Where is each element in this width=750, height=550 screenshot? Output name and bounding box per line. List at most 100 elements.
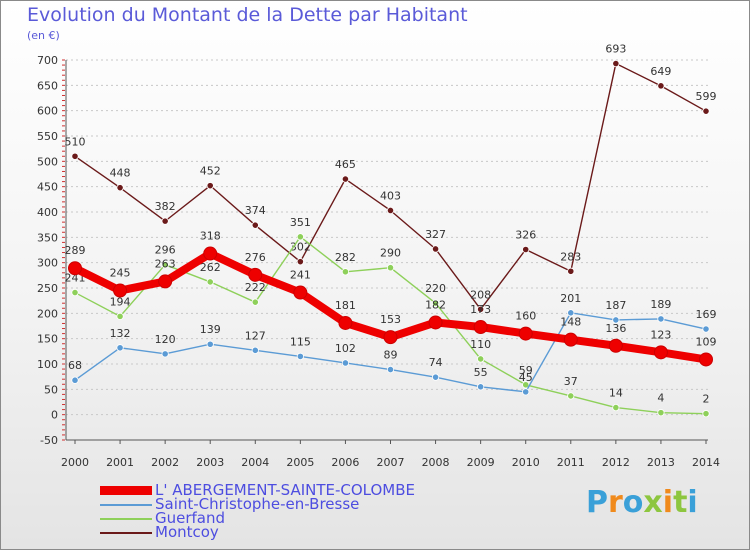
data-point: [567, 392, 575, 400]
data-label: 290: [380, 247, 401, 260]
x-tick-label: 2009: [467, 456, 495, 469]
data-point: [203, 246, 218, 261]
data-label: 59: [519, 364, 533, 377]
data-point: [341, 268, 350, 276]
data-point: [699, 352, 713, 367]
data-point: [702, 325, 710, 333]
data-point: [612, 59, 620, 68]
data-label: 465: [335, 158, 356, 171]
data-label: 37: [564, 375, 578, 388]
data-point: [522, 388, 530, 396]
x-tick-label: 2013: [647, 456, 675, 469]
y-tick-label: 350: [37, 231, 58, 244]
data-point: [71, 376, 79, 384]
data-point: [702, 107, 710, 115]
data-point: [522, 245, 530, 254]
data-label: 109: [696, 335, 717, 348]
data-label: 189: [650, 298, 671, 311]
data-label: 208: [470, 288, 491, 301]
data-label: 448: [110, 167, 131, 180]
data-point: [338, 315, 353, 330]
data-label: 296: [155, 244, 176, 257]
data-label: 262: [200, 261, 221, 274]
legend-swatch: [100, 532, 152, 534]
data-point: [431, 299, 440, 307]
data-point: [71, 288, 79, 297]
data-point: [428, 315, 443, 330]
brand-letter: i: [687, 485, 698, 520]
data-label: 452: [200, 165, 221, 178]
data-label: 89: [384, 349, 398, 362]
data-point: [612, 403, 620, 412]
data-point: [68, 261, 82, 276]
data-point: [206, 340, 214, 348]
data-label: 55: [474, 366, 488, 379]
data-label: 327: [425, 228, 446, 241]
data-point: [653, 345, 668, 360]
data-point: [161, 350, 169, 358]
y-tick-label: 300: [37, 257, 58, 270]
data-point: [161, 217, 169, 225]
y-tick-label: 650: [37, 79, 58, 92]
data-label: 169: [696, 308, 717, 321]
data-point: [431, 373, 440, 381]
data-point: [116, 184, 124, 192]
x-tick-label: 2000: [61, 456, 89, 469]
x-tick-label: 2001: [106, 456, 134, 469]
legend-swatch: [100, 504, 152, 506]
data-point: [251, 221, 259, 229]
data-label: 693: [605, 43, 626, 56]
data-label: 263: [155, 257, 176, 270]
y-tick-label: -50: [40, 434, 58, 447]
data-point: [251, 298, 259, 306]
data-point: [251, 346, 259, 354]
brand-letter: x: [643, 485, 663, 520]
data-label: 289: [65, 244, 86, 257]
data-label: 181: [335, 299, 356, 312]
data-label: 599: [696, 90, 717, 103]
y-tick-label: 0: [51, 409, 58, 422]
data-label: 4: [657, 392, 664, 405]
data-point: [161, 261, 169, 269]
chart-subtitle: (en €): [27, 29, 60, 42]
data-label: 382: [155, 200, 176, 213]
data-label: 403: [380, 189, 401, 202]
data-point: [477, 383, 485, 391]
x-tick-label: 2010: [512, 456, 540, 469]
x-tick-label: 2004: [241, 456, 269, 469]
y-tick-label: 500: [37, 155, 58, 168]
data-point: [612, 316, 620, 324]
data-point: [431, 245, 440, 253]
data-label: 283: [560, 250, 581, 263]
data-point: [383, 330, 398, 345]
data-point: [386, 206, 395, 215]
data-label: 649: [650, 65, 671, 78]
x-tick-label: 2012: [602, 456, 630, 469]
data-label: 74: [429, 356, 443, 369]
chart-title: Evolution du Montant de la Dette par Hab…: [27, 4, 468, 26]
y-tick-label: 450: [37, 181, 58, 194]
data-point: [296, 258, 304, 266]
data-label: 241: [290, 269, 311, 282]
y-tick-label: 200: [37, 307, 58, 320]
data-point: [206, 182, 214, 190]
legend-swatch: [100, 518, 152, 520]
data-point: [341, 175, 350, 183]
data-label: 102: [335, 342, 356, 355]
data-label: 136: [605, 322, 626, 335]
data-point: [113, 283, 128, 298]
x-tick-label: 2007: [377, 456, 405, 469]
data-point: [206, 278, 214, 286]
data-label: 245: [110, 267, 131, 280]
data-point: [116, 344, 124, 352]
data-point: [293, 285, 308, 300]
legend-label: Saint-Christophe-en-Bresse: [155, 495, 360, 513]
data-point: [116, 312, 124, 320]
data-point: [158, 274, 173, 289]
y-tick-label: 700: [37, 54, 58, 67]
data-point: [657, 409, 665, 417]
data-point: [657, 315, 665, 323]
data-point: [657, 82, 665, 90]
data-label: 201: [560, 292, 581, 305]
